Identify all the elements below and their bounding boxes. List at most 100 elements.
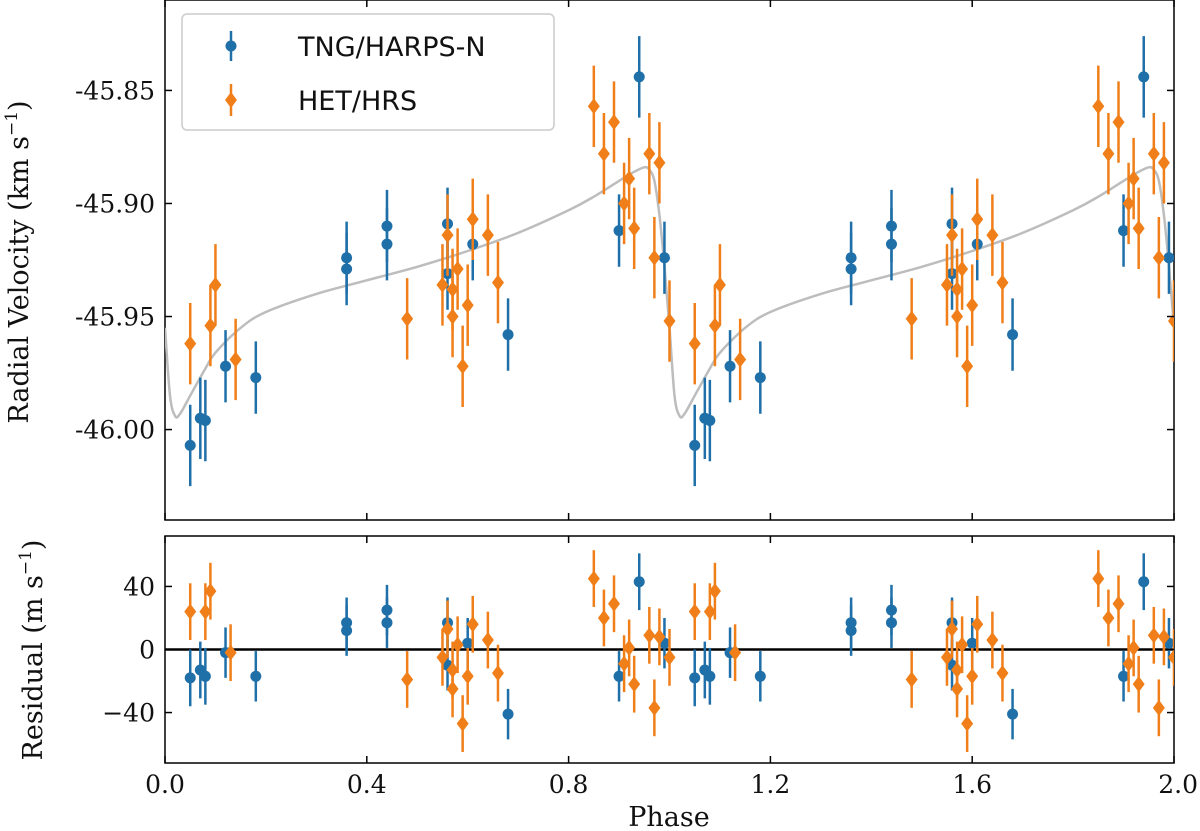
harps-residual bbox=[1138, 553, 1150, 611]
marker-diamond bbox=[1152, 249, 1165, 266]
marker-diamond bbox=[446, 308, 459, 325]
marker-circle bbox=[341, 263, 353, 275]
hrs-residual bbox=[986, 611, 999, 669]
harps-residual bbox=[845, 597, 857, 648]
marker-diamond bbox=[1092, 98, 1105, 115]
marker-diamond bbox=[461, 297, 474, 314]
hrs-residual bbox=[1092, 550, 1105, 607]
marker-diamond bbox=[628, 676, 641, 693]
marker-circle bbox=[462, 637, 474, 649]
marker-diamond bbox=[587, 98, 600, 115]
hrs-point bbox=[229, 318, 242, 401]
legend-box bbox=[181, 13, 555, 131]
harps-residual bbox=[184, 649, 196, 707]
hrs-residual bbox=[608, 575, 621, 633]
marker-circle bbox=[754, 372, 766, 384]
hrs-point bbox=[618, 162, 631, 245]
hrs-point bbox=[628, 187, 641, 270]
residual-data-points bbox=[184, 550, 1174, 752]
harps-point bbox=[1007, 298, 1019, 371]
marker-diamond bbox=[663, 313, 676, 330]
marker-diamond bbox=[209, 276, 222, 293]
hrs-residual bbox=[940, 629, 953, 686]
marker-circle bbox=[199, 670, 211, 682]
marker-diamond bbox=[608, 595, 621, 612]
y-tick-label: -45.95 bbox=[75, 303, 155, 332]
marker-circle bbox=[250, 372, 262, 384]
marker-circle bbox=[1007, 329, 1019, 341]
hrs-point bbox=[708, 284, 721, 367]
marker-diamond bbox=[966, 668, 979, 685]
x-tick-label: 1.2 bbox=[751, 770, 791, 799]
harps-residual bbox=[689, 649, 701, 707]
marker-circle bbox=[724, 360, 736, 372]
hrs-point bbox=[461, 264, 474, 346]
marker-diamond bbox=[1147, 145, 1160, 162]
marker-diamond bbox=[436, 649, 449, 666]
marker-diamond bbox=[653, 154, 666, 171]
marker-diamond bbox=[996, 665, 1009, 682]
hrs-residual bbox=[587, 550, 600, 607]
marker-diamond bbox=[971, 616, 984, 633]
harps-point bbox=[754, 341, 766, 414]
hrs-residual bbox=[456, 695, 469, 752]
harps-residual bbox=[633, 553, 645, 611]
hrs-point bbox=[184, 302, 197, 385]
hrs-point bbox=[643, 113, 656, 195]
harps-point bbox=[724, 330, 736, 403]
marker-diamond bbox=[451, 261, 464, 278]
marker-diamond bbox=[481, 227, 494, 244]
marker-diamond bbox=[940, 276, 953, 293]
marker-diamond bbox=[966, 297, 979, 314]
hrs-residual bbox=[971, 595, 984, 653]
y-tick-label: -45.85 bbox=[75, 76, 155, 105]
harps-point bbox=[184, 404, 196, 487]
marker-diamond bbox=[441, 227, 454, 244]
hrs-point bbox=[466, 178, 479, 260]
marker-diamond bbox=[703, 603, 716, 620]
hrs-point bbox=[1152, 217, 1165, 299]
marker-circle bbox=[220, 360, 232, 372]
hrs-residual bbox=[951, 660, 964, 718]
hrs-point bbox=[653, 122, 666, 204]
hrs-point bbox=[971, 178, 984, 260]
marker-diamond bbox=[1092, 570, 1105, 587]
residual-panel: 40 0 −40 0.0 0.4 0.8 1.2 1.6 2.0 Residual (m s−… bbox=[16, 535, 1198, 831]
rv-y-axis-title: Radial Velocity (km s−1) bbox=[2, 100, 35, 423]
rv-panel: -45.85 -45.90 -45.95 -46.00 Radial Velocity… bbox=[2, 0, 1175, 521]
hrs-residual bbox=[224, 624, 237, 682]
marker-diamond bbox=[436, 276, 449, 293]
marker-diamond bbox=[1168, 649, 1174, 666]
hrs-point bbox=[648, 217, 661, 299]
marker-diamond bbox=[184, 335, 197, 352]
hrs-point bbox=[456, 325, 469, 407]
hrs-point bbox=[688, 302, 701, 385]
marker-diamond bbox=[456, 358, 469, 375]
hrs-point bbox=[734, 318, 747, 401]
marker-diamond bbox=[648, 699, 661, 716]
marker-diamond bbox=[451, 636, 464, 653]
marker-diamond bbox=[587, 570, 600, 587]
hrs-point bbox=[446, 275, 459, 358]
marker-diamond bbox=[1102, 609, 1115, 626]
marker-diamond bbox=[184, 603, 197, 620]
y-tick-label: 0 bbox=[139, 636, 155, 665]
marker-diamond bbox=[491, 665, 504, 682]
marker-diamond bbox=[229, 351, 242, 368]
hrs-point bbox=[481, 194, 494, 276]
hrs-residual bbox=[466, 595, 479, 653]
marker-diamond bbox=[996, 274, 1009, 291]
harps-residual bbox=[250, 651, 262, 702]
hrs-residual bbox=[663, 629, 676, 686]
marker-diamond bbox=[1157, 154, 1170, 171]
marker-diamond bbox=[597, 145, 610, 162]
marker-diamond bbox=[618, 195, 631, 212]
hrs-point bbox=[1092, 65, 1105, 147]
marker-circle bbox=[1138, 576, 1150, 588]
marker-circle bbox=[754, 670, 766, 682]
x-axis-title: Phase bbox=[628, 802, 710, 831]
hrs-residual bbox=[1168, 629, 1174, 686]
residual-x-ticks: 0.0 0.4 0.8 1.2 1.6 2.0 bbox=[145, 536, 1198, 799]
hrs-point bbox=[713, 244, 726, 326]
marker-diamond bbox=[688, 603, 701, 620]
